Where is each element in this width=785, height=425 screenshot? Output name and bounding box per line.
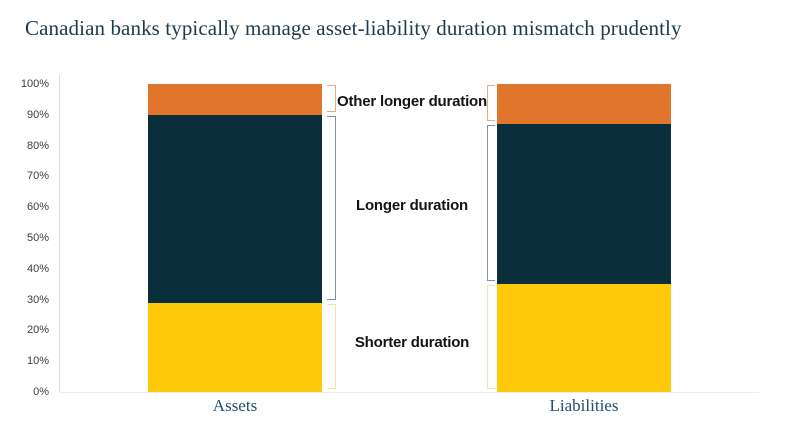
y-axis-tick-label: 80% bbox=[26, 139, 49, 152]
bar-segment-other-longer-duration-liabilities bbox=[497, 84, 671, 125]
y-axis-tick-label: 100% bbox=[20, 78, 49, 90]
bar-segment-shorter-duration-liabilities bbox=[497, 284, 671, 392]
y-axis-line bbox=[59, 75, 60, 392]
y-axis-tick-label: 70% bbox=[26, 170, 49, 183]
bracket-longer-duration-liabilities bbox=[487, 125, 495, 282]
y-axis-tick-label: 20% bbox=[26, 324, 49, 337]
bar-segment-longer-duration-assets bbox=[148, 114, 322, 303]
bar-segment-other-longer-duration-assets bbox=[148, 84, 322, 115]
bar-segment-longer-duration-liabilities bbox=[497, 124, 671, 285]
bracket-other-longer-duration-assets bbox=[327, 85, 336, 112]
x-axis-line bbox=[59, 392, 759, 393]
y-axis-tick-label: 90% bbox=[26, 108, 49, 121]
y-axis-tick-label: 10% bbox=[26, 355, 49, 368]
category-label-assets: Assets bbox=[212, 396, 258, 415]
y-axis-tick-label: 30% bbox=[26, 293, 49, 306]
bracket-other-longer-duration-liabilities bbox=[487, 85, 495, 122]
annotation-other-longer-duration: Other longer duration bbox=[337, 92, 487, 110]
annotation-longer-duration: Longer duration bbox=[356, 197, 468, 215]
y-axis-tick-label: 50% bbox=[26, 232, 49, 244]
chart-title: Canadian banks typically manage asset-li… bbox=[25, 16, 682, 40]
y-axis-tick-label: 40% bbox=[26, 262, 49, 275]
bracket-shorter-duration-assets bbox=[327, 303, 336, 389]
category-label-liabilities: Liabilities bbox=[549, 396, 619, 415]
bracket-longer-duration-assets bbox=[327, 115, 336, 300]
y-axis-tick-label: 0% bbox=[33, 386, 49, 398]
bar-segment-shorter-duration-assets bbox=[148, 302, 322, 392]
annotation-shorter-duration: Shorter duration bbox=[354, 333, 470, 351]
bracket-shorter-duration-liabilities bbox=[487, 285, 495, 389]
y-axis-tick-label: 60% bbox=[26, 201, 49, 214]
